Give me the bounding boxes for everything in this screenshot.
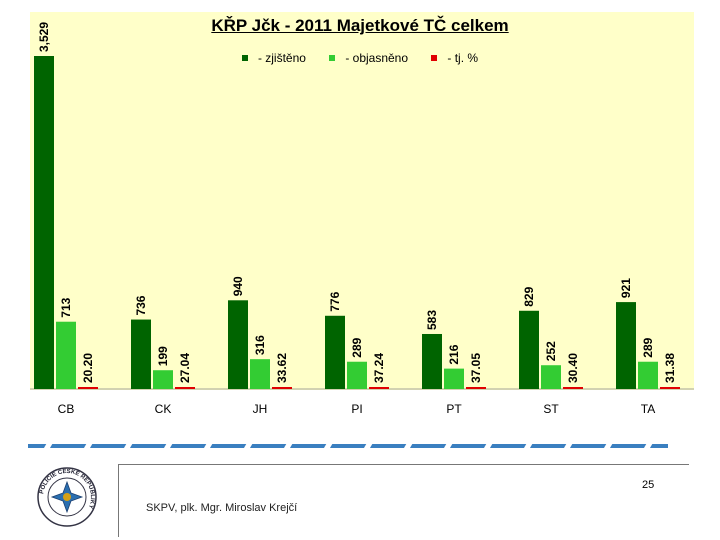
- data-label-pi-series-0: 776: [328, 291, 342, 311]
- legend-swatch-objasneno: [329, 55, 336, 61]
- data-label-ck-series-1: 199: [156, 346, 170, 366]
- data-label-st-series-0: 829: [522, 286, 536, 306]
- legend-item-percent: - tj. %: [431, 51, 478, 65]
- bar-st-series-0: [519, 310, 539, 389]
- data-label-pt-series-0: 583: [425, 310, 439, 330]
- bar-ta-series-2: [660, 387, 680, 389]
- legend-label-zjisteno: - zjištěno: [257, 51, 306, 65]
- legend-swatch-zjisteno: [241, 55, 248, 61]
- bar-pi-series-0: [325, 315, 345, 389]
- bar-pt-series-0: [422, 333, 442, 389]
- chart-legend: - zjištěno - objasněno - tj. %: [0, 50, 720, 65]
- category-label-ck: CK: [155, 402, 172, 416]
- data-label-cb-series-2: 20.20: [81, 353, 95, 383]
- bar-ck-series-2: [175, 387, 195, 389]
- category-label-st: ST: [543, 402, 559, 416]
- bar-ta-series-0: [616, 302, 636, 389]
- bar-st-series-2: [563, 387, 583, 389]
- data-label-pt-series-2: 37.05: [469, 353, 483, 383]
- police-seal-icon: POLICIE ČESKÉ REPUBLIKY: [37, 467, 97, 527]
- footer-box: [118, 464, 689, 537]
- data-label-cb-series-1: 713: [59, 297, 73, 317]
- category-label-pi: PI: [351, 402, 362, 416]
- data-label-pt-series-1: 216: [447, 344, 461, 364]
- data-label-pi-series-1: 289: [350, 337, 364, 357]
- legend-item-objasneno: - objasněno: [329, 51, 408, 65]
- bar-jh-series-0: [228, 300, 248, 389]
- decorative-band: [28, 443, 668, 449]
- legend-swatch-percent: [431, 55, 438, 61]
- bar-ck-series-0: [131, 319, 151, 389]
- bar-pt-series-1: [444, 368, 464, 389]
- bar-st-series-1: [541, 365, 561, 389]
- category-label-ta: TA: [641, 402, 655, 416]
- author-credit: SKPV, plk. Mgr. Miroslav Krejčí: [146, 502, 298, 514]
- legend-label-percent: - tj. %: [447, 51, 479, 65]
- data-label-ta-series-2: 31.38: [663, 353, 677, 383]
- bar-pi-series-2: [369, 387, 389, 389]
- data-label-st-series-2: 30.40: [566, 353, 580, 383]
- data-label-cb-series-0: 3,529: [37, 22, 51, 52]
- data-label-ck-series-2: 27.04: [178, 353, 192, 383]
- legend-item-zjisteno: - zjištěno: [241, 51, 306, 65]
- chart-title: KŘP Jčk - 2011 Majetkové TČ celkem: [211, 16, 509, 35]
- bar-ta-series-1: [638, 361, 658, 389]
- data-label-ta-series-0: 921: [619, 278, 633, 298]
- bar-cb-series-1: [56, 321, 76, 389]
- data-label-pi-series-2: 37.24: [372, 353, 386, 383]
- bar-pt-series-2: [466, 387, 486, 389]
- data-label-st-series-1: 252: [544, 341, 558, 361]
- data-label-ta-series-1: 289: [641, 337, 655, 357]
- bar-cb-series-0: [34, 56, 54, 389]
- data-label-jh-series-2: 33.62: [275, 353, 289, 383]
- bar-cb-series-2: [78, 387, 98, 389]
- data-label-jh-series-0: 940: [231, 276, 245, 296]
- bar-jh-series-2: [272, 387, 292, 389]
- data-label-ck-series-0: 736: [134, 295, 148, 315]
- legend-label-objasneno: - objasněno: [345, 51, 409, 65]
- category-label-jh: JH: [253, 402, 268, 416]
- category-label-cb: CB: [58, 402, 75, 416]
- category-label-pt: PT: [446, 402, 462, 416]
- page-number: 25: [642, 479, 655, 491]
- bar-ck-series-1: [153, 370, 173, 389]
- data-label-jh-series-1: 316: [253, 335, 267, 355]
- bar-pi-series-1: [347, 361, 367, 389]
- bar-jh-series-1: [250, 359, 270, 389]
